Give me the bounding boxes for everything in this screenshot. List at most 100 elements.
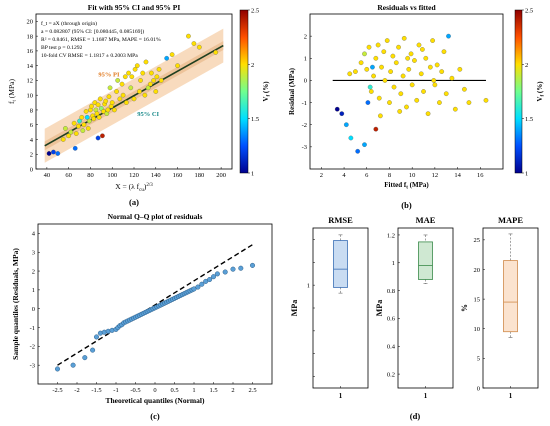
chart-b-point xyxy=(427,64,433,70)
chart-a-point xyxy=(112,107,117,113)
chart-c-xtick-label: 0.5 xyxy=(170,387,178,394)
chart-a-point xyxy=(101,109,106,114)
chart-b-point xyxy=(362,142,367,147)
chart-b-colorbar-tick-label: 2.5 xyxy=(525,8,533,15)
chart-a-point xyxy=(80,128,86,133)
chart-a-point xyxy=(95,102,101,108)
chart-c-xtick-label: 2 xyxy=(231,387,234,394)
chart-a-ytick-label: 12 xyxy=(27,78,34,85)
chart-b-colorbar-tick-label: 2 xyxy=(525,62,528,69)
chart-a-point xyxy=(87,118,92,124)
chart-a-point xyxy=(68,129,74,135)
chart-a-xtick-label: 80 xyxy=(87,172,94,179)
chart-b-point xyxy=(379,64,384,70)
chart-b-point xyxy=(457,67,463,72)
chart-b-point xyxy=(434,62,440,68)
chart-c-reference-line xyxy=(57,244,253,366)
chart-c-point xyxy=(70,362,76,368)
chart-a-annotation: f_t = aX (through origin) xyxy=(41,20,97,27)
chart-a-colorbar-label: Vf (%) xyxy=(262,81,272,102)
chart-a-point xyxy=(137,89,142,94)
chart-b-point xyxy=(348,135,354,141)
chart-c-point xyxy=(93,334,99,340)
chart-a-point xyxy=(46,151,52,156)
chart-b-ytick-label: 0 xyxy=(304,78,307,85)
chart-a-point xyxy=(97,96,103,102)
chart-b-point xyxy=(408,51,414,57)
chart-a-fit-line xyxy=(44,44,224,147)
chart-c-xtick-label: 2.5 xyxy=(248,387,256,394)
chart-b-ytick-label: 2 xyxy=(304,33,307,40)
chart-a-point xyxy=(109,100,115,105)
chart-c-ytick-label: 3 xyxy=(32,250,35,257)
chart-b-point xyxy=(382,78,388,83)
chart-a-xtick-label: 180 xyxy=(194,172,204,179)
chart-b-point xyxy=(401,36,407,41)
chart-b-point xyxy=(353,69,358,74)
chart-d-rmse-ylabel: MPa xyxy=(290,300,299,316)
chart-c-point xyxy=(238,265,244,271)
chart-d-mae-xtick-label: 1 xyxy=(424,392,428,400)
chart-b-point xyxy=(404,104,409,110)
chart-b-point xyxy=(441,49,447,54)
chart-a-point xyxy=(73,131,79,136)
chart-a-point xyxy=(122,74,128,80)
chart-c-xtick-label: -0.5 xyxy=(130,387,140,394)
chart-b-point xyxy=(362,51,367,57)
chart-b-point xyxy=(400,73,406,79)
chart-a-point xyxy=(132,67,138,72)
chart-a-point xyxy=(92,100,98,105)
chart-a-xtick-label: 200 xyxy=(216,172,226,179)
chart-d-mape-ytick-label: 15 xyxy=(474,296,481,303)
chart-c-ytick-label: 2 xyxy=(32,268,35,275)
chart-b-point xyxy=(446,33,451,39)
chart-a-point xyxy=(213,50,219,55)
chart-a-point xyxy=(117,96,123,102)
chart-b-ytick-label: 1 xyxy=(304,56,307,63)
chart-a-point xyxy=(79,114,85,120)
chart-b-point xyxy=(416,42,422,48)
chart-a-point xyxy=(158,78,164,83)
chart-b-point xyxy=(406,67,412,72)
chart-b-point xyxy=(425,111,431,116)
chart-c-point xyxy=(249,262,255,268)
chart-a-annotation: BP test p = 0.1292 xyxy=(41,45,83,51)
chart-d-rmse-xtick-label: 1 xyxy=(339,392,343,400)
chart-b-point xyxy=(367,84,373,90)
chart-a-point xyxy=(85,126,91,131)
chart-a-point xyxy=(154,74,160,80)
chart-a-colorbar-tick-label: 1.5 xyxy=(251,116,259,123)
chart-c-xtick-label: 1 xyxy=(192,387,195,394)
chart-b-point xyxy=(409,82,415,88)
chart-a-point xyxy=(103,98,109,104)
chart-b-ytick-label: -1 xyxy=(302,100,307,107)
chart-b-point xyxy=(384,38,390,43)
chart-c-point xyxy=(199,281,205,287)
chart-d-rmse-ytick-label: 1 xyxy=(307,282,310,289)
chart-b-panel-label: (b) xyxy=(401,200,412,210)
chart-b-frame xyxy=(309,13,504,170)
chart-b-point xyxy=(430,38,435,43)
chart-b-point xyxy=(412,58,417,63)
chart-a-point xyxy=(96,114,102,120)
chart-b-point xyxy=(375,42,381,48)
chart-b-point xyxy=(431,78,437,83)
chart-b-point xyxy=(405,55,410,61)
chart-a-point xyxy=(63,126,68,131)
chart-a-point xyxy=(186,33,191,39)
chart-a-point xyxy=(120,92,126,98)
chart-b-point xyxy=(378,113,383,119)
chart-a-point xyxy=(114,89,119,94)
chart-b-xtick-label: 16 xyxy=(477,172,484,179)
chart-c-xtick-label: -1.5 xyxy=(91,387,101,394)
chart-b-point xyxy=(364,67,370,72)
chart-b-point xyxy=(432,82,438,88)
chart-c-point xyxy=(195,284,201,290)
chart-b-point xyxy=(443,91,449,97)
chart-b-point xyxy=(437,100,442,105)
chart-c-point xyxy=(230,266,236,272)
chart-d-rmse-title: RMSE xyxy=(328,215,353,225)
chart-b-point xyxy=(388,69,393,74)
chart-a-ytick-label: 2 xyxy=(30,152,33,159)
chart-a-point xyxy=(169,52,175,57)
